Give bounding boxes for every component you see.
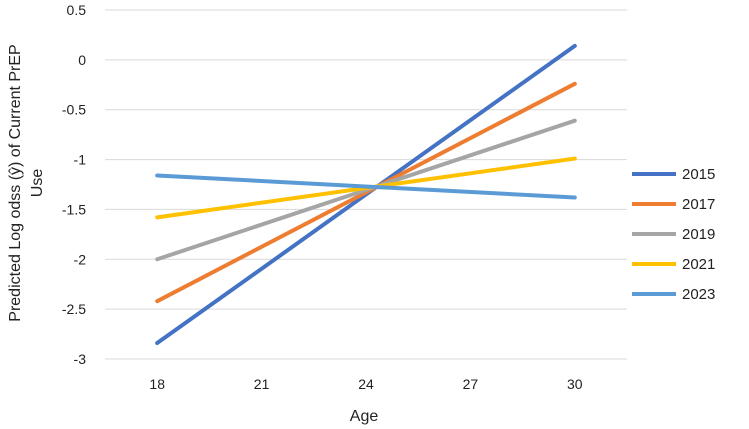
legend-label: 2015 [682, 166, 715, 183]
legend-label: 2021 [682, 256, 715, 273]
y-tick-label: 0.5 [67, 2, 87, 18]
y-tick-label: -1.5 [62, 201, 86, 217]
x-tick-label: 27 [463, 376, 479, 392]
y-axis-ticks: 0.5 0 -0.5 -1 -1.5 -2 -2.5 -3 [62, 2, 86, 367]
legend: 2015 2017 2019 2021 2023 [632, 166, 715, 303]
legend-label: 2023 [682, 286, 715, 303]
y-tick-label: -3 [74, 351, 87, 367]
series-line-2023 [155, 173, 577, 200]
y-axis-title-line2: Use [29, 169, 46, 198]
x-tick-label: 24 [358, 376, 374, 392]
x-tick-label: 30 [567, 376, 583, 392]
x-tick-label: 21 [254, 376, 270, 392]
series-line-2017 [155, 81, 577, 304]
series-lines [155, 43, 577, 346]
y-axis-title-line1: Predicted Log odss (ŷ) of Current PrEP [7, 44, 24, 321]
y-tick-label: 0 [78, 52, 86, 68]
y-tick-label: -1 [74, 152, 87, 168]
x-tick-label: 18 [149, 376, 165, 392]
legend-label: 2019 [682, 226, 715, 243]
y-tick-label: -2 [74, 251, 87, 267]
y-tick-label: -0.5 [62, 102, 86, 118]
legend-label: 2017 [682, 196, 715, 213]
y-tick-label: -2.5 [62, 301, 86, 317]
x-axis-ticks: 18 21 24 27 30 [149, 376, 582, 392]
gridlines [105, 9, 627, 360]
x-axis-title: Age [350, 408, 379, 425]
